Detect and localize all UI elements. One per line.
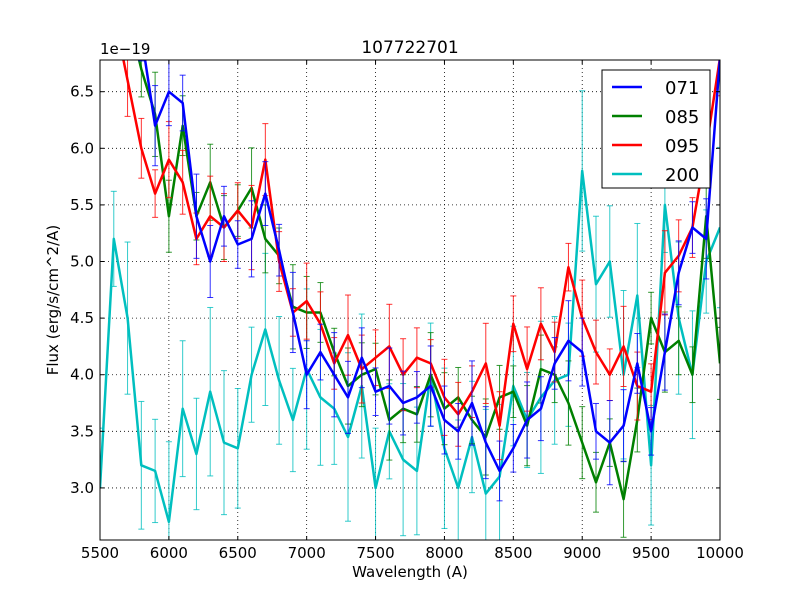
x-tick-label: 8000 <box>425 544 463 562</box>
legend-label: 095 <box>665 136 699 157</box>
y-tick-label: 5.5 <box>70 196 94 214</box>
x-axis-label: Wavelength (A) <box>352 563 468 581</box>
x-tick-label: 7500 <box>356 544 394 562</box>
x-tick-label: 6000 <box>150 544 188 562</box>
legend-label: 200 <box>665 165 699 186</box>
x-tick-label: 5500 <box>81 544 119 562</box>
y-tick-label: 3.5 <box>70 422 94 440</box>
legend: 071 085 095 200 <box>602 70 710 188</box>
x-tick-label: 9000 <box>563 544 601 562</box>
y-tick-label: 6.5 <box>70 83 94 101</box>
y-axis-label: Flux (erg/s/cm^2/A) <box>44 225 62 376</box>
legend-label: 085 <box>665 107 699 128</box>
x-tick-label: 8500 <box>494 544 532 562</box>
y-tick-label: 6.0 <box>70 139 94 157</box>
y-tick-label: 4.0 <box>70 366 94 384</box>
legend-label: 071 <box>665 78 699 99</box>
x-tick-label: 10000 <box>696 544 744 562</box>
y-offset-label: 1e−19 <box>100 40 150 58</box>
y-tick-label: 5.0 <box>70 253 94 271</box>
y-tick-label: 4.5 <box>70 309 94 327</box>
x-tick-label: 9500 <box>632 544 670 562</box>
x-tick-label: 6500 <box>219 544 257 562</box>
series-095 <box>97 0 723 460</box>
x-tick-label: 7000 <box>288 544 326 562</box>
y-tick-label: 3.0 <box>70 479 94 497</box>
chart-title: 107722701 <box>361 38 458 58</box>
